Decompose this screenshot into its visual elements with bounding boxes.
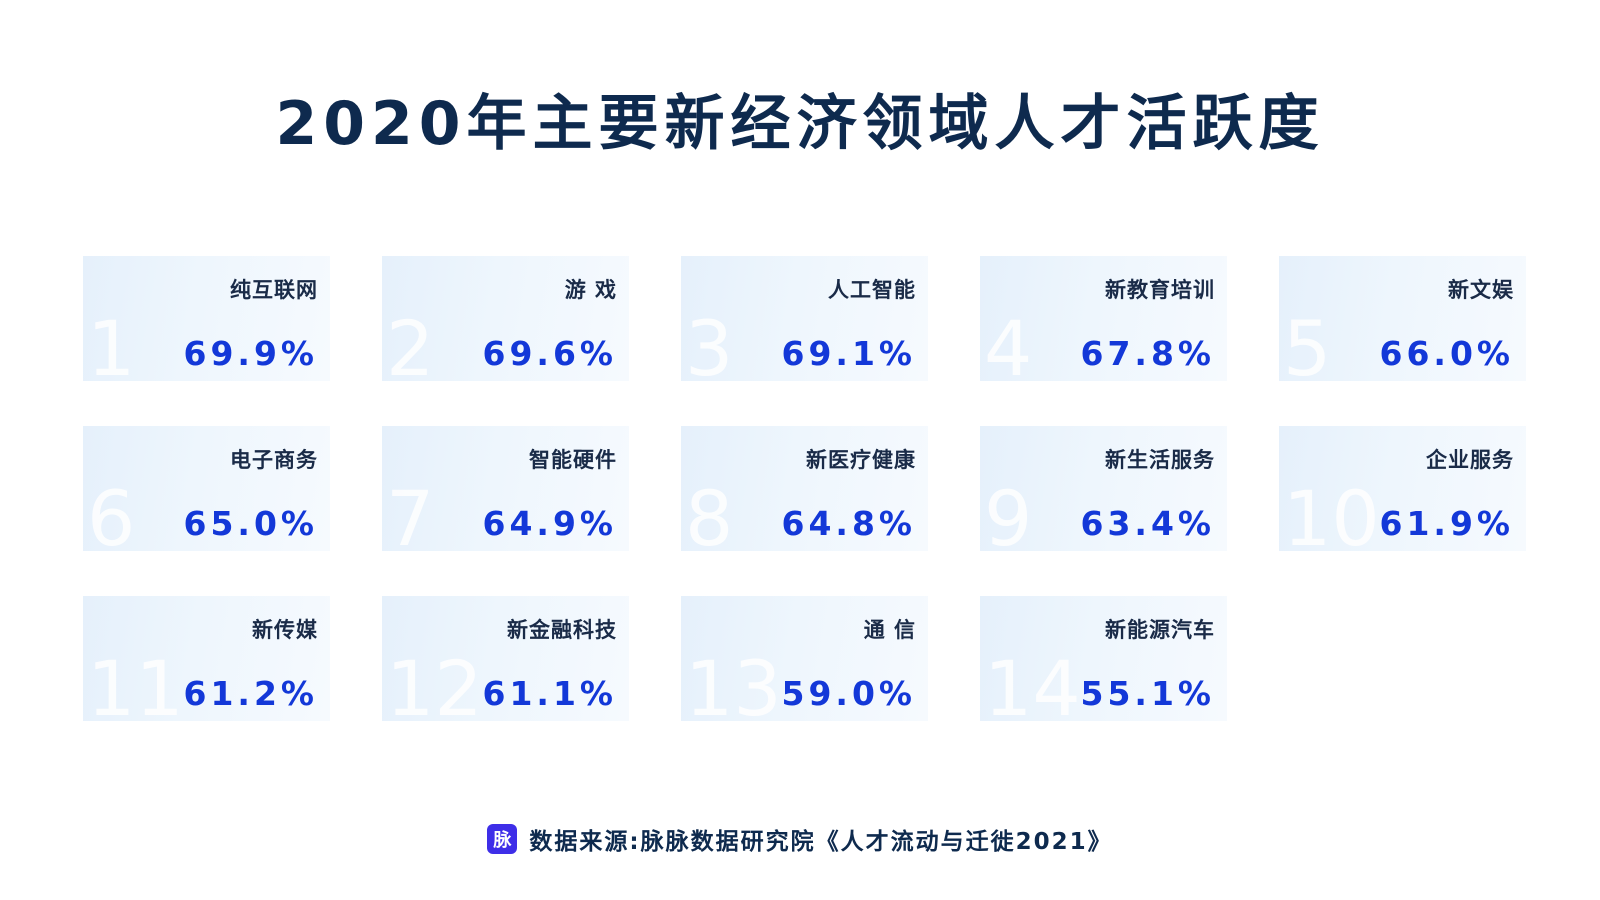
activity-value: 61.2% [183, 674, 318, 713]
activity-value: 66.0% [1379, 334, 1514, 373]
activity-value: 69.9% [183, 334, 318, 373]
ranking-card: 6 电子商务 65.0% [83, 426, 330, 551]
activity-value: 55.1% [1080, 674, 1215, 713]
ranking-card: 9 新生活服务 63.4% [980, 426, 1227, 551]
activity-value: 63.4% [1080, 504, 1215, 543]
field-name: 新教育培训 [1105, 278, 1215, 302]
ranking-card: 3 人工智能 69.1% [681, 256, 928, 381]
ranking-card: 7 智能硬件 64.9% [382, 426, 629, 551]
activity-value: 69.6% [482, 334, 617, 373]
activity-value: 61.1% [482, 674, 617, 713]
rank-number: 11 [87, 644, 184, 722]
activity-value: 64.8% [781, 504, 916, 543]
maimai-logo-icon: 脉 [487, 824, 518, 854]
rank-number: 6 [87, 474, 136, 552]
rank-number: 4 [984, 304, 1033, 382]
rank-number: 1 [87, 304, 136, 382]
field-name: 智能硬件 [529, 448, 617, 472]
rank-number: 9 [984, 474, 1033, 552]
ranking-grid: 1 纯互联网 69.9% 2 游 戏 69.6% 3 人工智能 69.1% 4 新教育培训 67.8%… [83, 256, 1528, 721]
field-name: 新传媒 [252, 618, 318, 642]
activity-value: 65.0% [183, 504, 318, 543]
field-name: 企业服务 [1426, 448, 1514, 472]
activity-value: 67.8% [1080, 334, 1215, 373]
ranking-card: 12 新金融科技 61.1% [382, 596, 629, 721]
field-name: 人工智能 [828, 278, 916, 302]
ranking-card: 14 新能源汽车 55.1% [980, 596, 1227, 721]
activity-value: 61.9% [1379, 504, 1514, 543]
rank-number: 10 [1283, 474, 1380, 552]
source-text: 数据来源:脉脉数据研究院《人才流动与迁徙2021》 [529, 829, 1113, 855]
field-name: 新生活服务 [1105, 448, 1215, 472]
source-line: 脉 数据来源:脉脉数据研究院《人才流动与迁徙2021》 [0, 822, 1600, 856]
ranking-card: 10 企业服务 61.9% [1279, 426, 1526, 551]
ranking-card: 1 纯互联网 69.9% [83, 256, 330, 381]
rank-number: 7 [386, 474, 435, 552]
rank-number: 3 [685, 304, 734, 382]
field-name: 新文娱 [1448, 278, 1514, 302]
field-name: 新金融科技 [507, 618, 617, 642]
activity-value: 69.1% [781, 334, 916, 373]
field-name: 通 信 [863, 618, 916, 642]
ranking-card: 2 游 戏 69.6% [382, 256, 629, 381]
rank-number: 5 [1283, 304, 1332, 382]
activity-value: 59.0% [781, 674, 916, 713]
rank-number: 13 [685, 644, 782, 722]
ranking-card: 5 新文娱 66.0% [1279, 256, 1526, 381]
rank-number: 14 [984, 644, 1081, 722]
field-name: 新能源汽车 [1105, 618, 1215, 642]
ranking-card: 11 新传媒 61.2% [83, 596, 330, 721]
field-name: 电子商务 [230, 448, 318, 472]
chart-title: 2020年主要新经济领域人才活跃度 [275, 89, 1325, 159]
rank-number: 8 [685, 474, 734, 552]
rank-number: 2 [386, 304, 435, 382]
ranking-card: 4 新教育培训 67.8% [980, 256, 1227, 381]
field-name: 纯互联网 [230, 278, 318, 302]
field-name: 游 戏 [564, 278, 617, 302]
ranking-card: 13 通 信 59.0% [681, 596, 928, 721]
ranking-card: 8 新医疗健康 64.8% [681, 426, 928, 551]
rank-number: 12 [386, 644, 483, 722]
activity-value: 64.9% [482, 504, 617, 543]
field-name: 新医疗健康 [806, 448, 916, 472]
